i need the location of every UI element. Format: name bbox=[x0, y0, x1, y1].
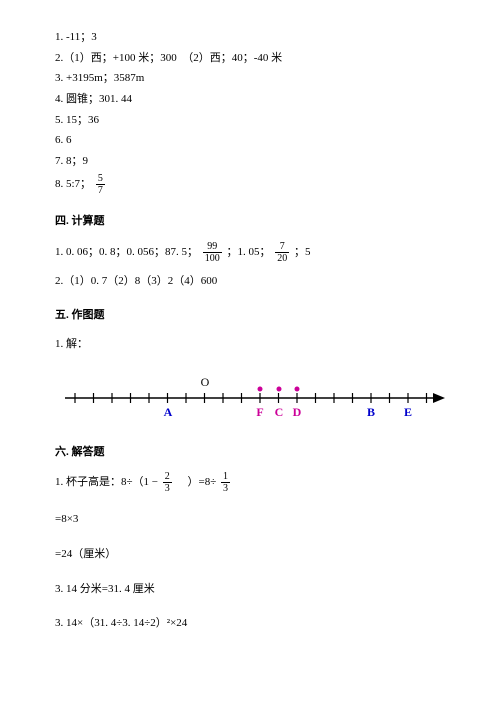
svg-text:D: D bbox=[293, 405, 302, 419]
sec6-l1-a: 1. 杯子高是：8÷（1 − bbox=[55, 476, 158, 488]
number-line-svg: O A FCD B E bbox=[55, 372, 455, 427]
section-4-title: 四. 计算题 bbox=[55, 212, 445, 231]
frac-num: 7 bbox=[275, 241, 289, 253]
number-line-diagram: O A FCD B E bbox=[55, 372, 445, 427]
sec4-r1-b: ；1. 05； bbox=[227, 246, 271, 258]
sec4-row2: 2.（1）0. 7（2）8（3）2（4）600 bbox=[55, 272, 445, 291]
ans-1: 1. -11；3 bbox=[55, 28, 445, 47]
ans-8-frac: 5 7 bbox=[96, 173, 105, 196]
sec6-frac1: 2 3 bbox=[163, 471, 172, 494]
frac-den: 3 bbox=[221, 483, 230, 494]
sec6-l1: 1. 杯子高是：8÷（1 − 2 3 ）=8÷ 1 3 bbox=[55, 471, 445, 494]
sec6-frac2: 1 3 bbox=[221, 471, 230, 494]
ans-8-prefix: 8. 5:7； bbox=[55, 178, 91, 190]
ans-2: 2.（1）西；+100 米；300 （2）西；40；-40 米 bbox=[55, 49, 445, 68]
sec6-l5: 3. 14×（31. 4÷3. 14÷2）²×24 bbox=[55, 614, 445, 633]
sec4-r1-a: 1. 0. 06；0. 8；0. 056；87. 5； bbox=[55, 246, 198, 258]
svg-text:B: B bbox=[367, 405, 375, 419]
frac-den: 3 bbox=[163, 483, 172, 494]
frac-num: 1 bbox=[221, 471, 230, 483]
frac-den: 20 bbox=[275, 253, 289, 264]
svg-text:E: E bbox=[404, 405, 412, 419]
svg-text:C: C bbox=[275, 405, 284, 419]
ans-3: 3. +3195m；3587m bbox=[55, 69, 445, 88]
sec4-r1-c: ；5 bbox=[294, 246, 311, 258]
sec6-l1-b: ）=8÷ bbox=[177, 476, 217, 488]
svg-text:A: A bbox=[164, 405, 173, 419]
svg-text:O: O bbox=[201, 375, 210, 389]
sec6-l2: =8×3 bbox=[55, 510, 445, 529]
sec5-l1: 1. 解： bbox=[55, 335, 445, 354]
sec6-l3: =24（厘米） bbox=[55, 545, 445, 564]
frac-num: 2 bbox=[163, 471, 172, 483]
frac-num: 5 bbox=[96, 173, 105, 185]
ans-7: 7. 8；9 bbox=[55, 152, 445, 171]
ans-5: 5. 15；36 bbox=[55, 111, 445, 130]
section-5-title: 五. 作图题 bbox=[55, 306, 445, 325]
ans-6: 6. 6 bbox=[55, 131, 445, 150]
sec4-frac1: 99 100 bbox=[203, 241, 222, 264]
section-6-title: 六. 解答题 bbox=[55, 443, 445, 462]
frac-den: 100 bbox=[203, 253, 222, 264]
frac-num: 99 bbox=[203, 241, 222, 253]
svg-text:F: F bbox=[256, 405, 263, 419]
ans-8: 8. 5:7； 5 7 bbox=[55, 173, 445, 196]
sec4-frac2: 7 20 bbox=[275, 241, 289, 264]
frac-den: 7 bbox=[96, 185, 105, 196]
sec6-l4: 3. 14 分米=31. 4 厘米 bbox=[55, 580, 445, 599]
sec4-row1: 1. 0. 06；0. 8；0. 056；87. 5； 99 100 ；1. 0… bbox=[55, 241, 445, 264]
ans-4: 4. 圆锥；301. 44 bbox=[55, 90, 445, 109]
